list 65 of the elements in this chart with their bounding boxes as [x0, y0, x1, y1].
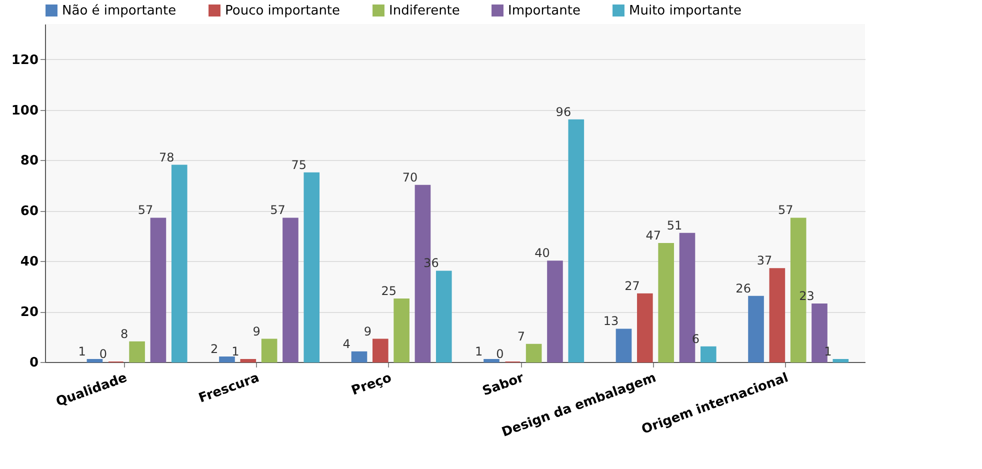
data-label: 1 — [474, 344, 483, 358]
bar — [658, 242, 674, 362]
data-label: 9 — [364, 324, 372, 338]
bar — [304, 172, 320, 362]
bar — [282, 218, 298, 362]
y-tick-label: 20 — [20, 305, 38, 320]
bar — [748, 296, 764, 362]
bar — [372, 338, 388, 362]
y-tick-label: 120 — [11, 52, 38, 68]
bar — [526, 344, 542, 362]
data-label: 0 — [496, 347, 504, 361]
x-tick-label: Preço — [350, 370, 394, 399]
legend-label: Não é importante — [62, 4, 176, 19]
y-tick-label: 60 — [20, 204, 38, 220]
bar — [547, 260, 563, 362]
bar — [769, 268, 786, 362]
bar — [616, 328, 632, 362]
data-label: 27 — [624, 278, 640, 293]
data-label: 13 — [603, 314, 619, 328]
data-label: 57 — [138, 203, 154, 218]
bar — [261, 338, 278, 362]
data-label: 25 — [381, 284, 397, 298]
data-label: 96 — [556, 104, 572, 119]
y-tick-label: 100 — [11, 103, 38, 118]
data-label: 40 — [534, 246, 550, 260]
bar — [219, 356, 235, 362]
data-label: 47 — [646, 228, 662, 242]
data-label: 37 — [756, 254, 772, 268]
bar — [568, 119, 584, 362]
data-label: 2 — [210, 342, 218, 356]
bar — [129, 341, 145, 362]
bar — [394, 298, 410, 362]
data-label: 51 — [666, 218, 682, 232]
bar — [700, 346, 716, 362]
data-label: 1 — [232, 344, 240, 358]
y-tick-label: 40 — [20, 254, 38, 270]
bar — [171, 164, 188, 362]
bar — [637, 293, 653, 362]
data-label: 57 — [270, 203, 286, 218]
data-label: 70 — [402, 170, 418, 184]
y-tick-label: 80 — [20, 154, 38, 169]
bar — [812, 303, 828, 362]
legend-label: Muito importante — [629, 4, 742, 19]
x-tick-label: Sabor — [480, 370, 526, 400]
y-tick-label: 0 — [29, 356, 38, 370]
data-label: 75 — [291, 158, 307, 172]
data-label: 4 — [342, 336, 350, 351]
data-label: 78 — [159, 150, 174, 164]
data-label: 8 — [120, 326, 128, 341]
data-label: 0 — [99, 347, 108, 361]
bar — [86, 358, 103, 362]
bar — [832, 358, 849, 362]
legend-label: Pouco importante — [225, 4, 340, 19]
bar — [436, 270, 452, 362]
bar — [240, 358, 256, 362]
data-label: 9 — [252, 324, 260, 338]
data-label: 26 — [736, 281, 751, 296]
data-label: 57 — [778, 203, 794, 218]
data-label: 1 — [78, 344, 86, 358]
legend-label: Indiferente — [389, 4, 460, 19]
data-label: 7 — [517, 329, 525, 344]
legend-label: Importante — [508, 4, 580, 19]
bar — [484, 358, 500, 362]
bar — [150, 218, 166, 362]
bar — [351, 351, 368, 362]
